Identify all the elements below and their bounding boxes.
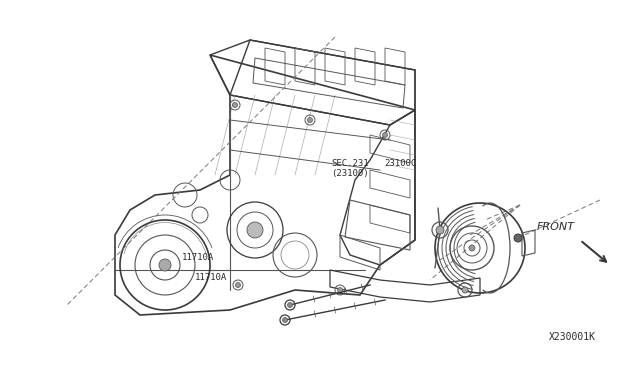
Circle shape	[307, 118, 312, 122]
Circle shape	[462, 287, 468, 293]
Text: 11710A: 11710A	[182, 253, 214, 262]
Circle shape	[282, 317, 287, 323]
Circle shape	[469, 245, 475, 251]
Circle shape	[383, 132, 387, 138]
Text: 23100C: 23100C	[384, 159, 416, 168]
Circle shape	[236, 282, 241, 288]
Circle shape	[247, 222, 263, 238]
Circle shape	[436, 226, 444, 234]
Circle shape	[337, 288, 342, 292]
Circle shape	[514, 234, 522, 242]
Text: FRONT: FRONT	[537, 222, 575, 232]
Circle shape	[232, 103, 237, 108]
Circle shape	[159, 259, 171, 271]
Circle shape	[287, 302, 292, 308]
Text: SEC.231
(23100): SEC.231 (23100)	[331, 159, 369, 179]
Text: 11710A: 11710A	[195, 273, 227, 282]
Text: X230001K: X230001K	[548, 332, 595, 342]
